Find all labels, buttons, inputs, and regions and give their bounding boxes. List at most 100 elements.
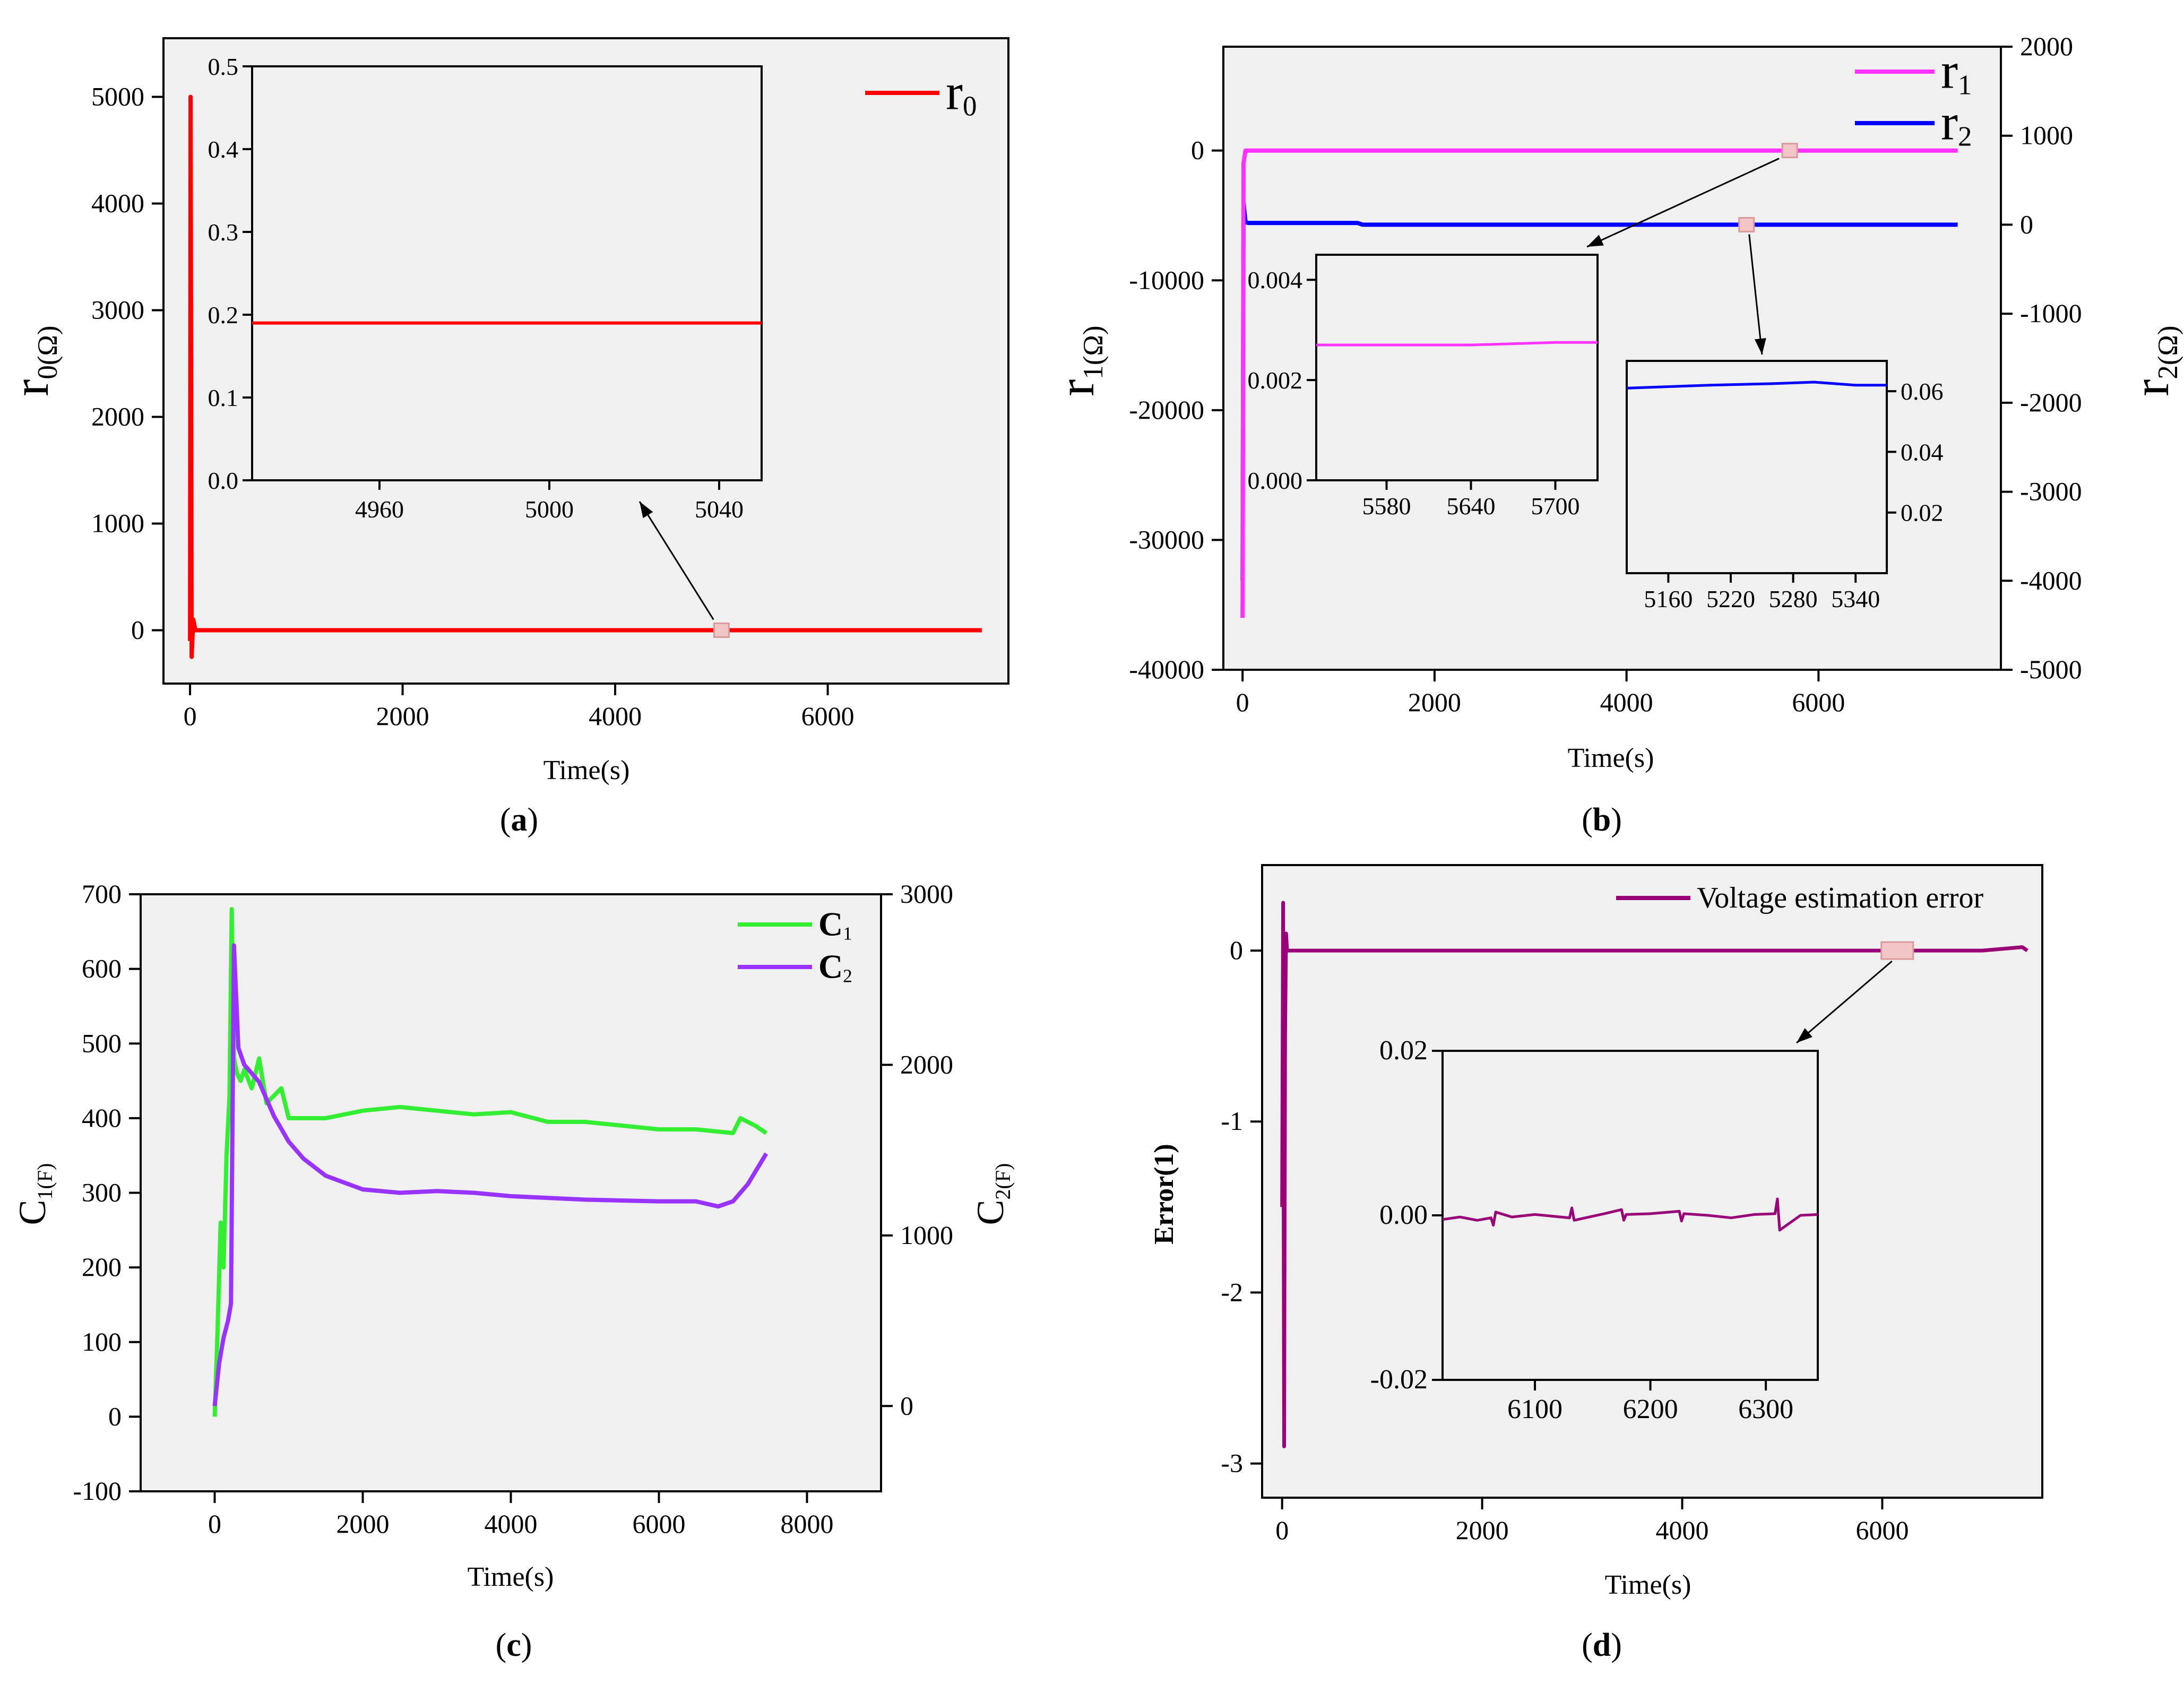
- panel-caption: (b): [1582, 802, 1622, 838]
- x-tick-label: 5580: [1362, 493, 1411, 520]
- y-axis-label: r0(Ω): [2, 325, 63, 396]
- x-tick-label: 6100: [1507, 1394, 1563, 1424]
- y-tick-label: 0.02: [1379, 1035, 1428, 1066]
- inset-line-r1: [1316, 341, 1598, 347]
- inset-line-r2: [1626, 381, 1887, 390]
- y-tick-label: 0.004: [1248, 266, 1303, 293]
- caption-letter: b: [1593, 802, 1611, 838]
- y-tick-label: 0.3: [208, 219, 239, 246]
- y-tick-label: 0.4: [208, 136, 239, 163]
- x-tick-label: 4000: [589, 701, 642, 731]
- y2-tick-label: -2000: [2020, 387, 2082, 417]
- x-tick-label: 2000: [336, 1509, 390, 1539]
- zoom-arrowhead: [1587, 235, 1604, 247]
- legend-label-base: C: [818, 947, 843, 985]
- y2-tick-label: 0: [2020, 209, 2033, 239]
- series-line-error: [1280, 901, 2028, 1448]
- y2-tick-label: -1000: [2020, 298, 2082, 328]
- y-axis-label: r1(Ω): [1048, 325, 1109, 396]
- y-tick-label: -10000: [1129, 265, 1204, 295]
- panel-caption: (c): [496, 1627, 532, 1663]
- y2-tick-label: 0.06: [1901, 378, 1944, 405]
- caption-letter: a: [511, 802, 528, 838]
- y-tick-label: 700: [82, 879, 122, 909]
- legend-label: C2: [818, 947, 852, 986]
- y-tick-label: 0: [108, 1401, 122, 1431]
- x-tick-label: 6300: [1738, 1394, 1793, 1424]
- y-tick-label: 100: [82, 1327, 122, 1357]
- inset-b-r2: [1626, 360, 1888, 574]
- caption-letter: c: [506, 1627, 521, 1663]
- plot-area-c: [140, 893, 882, 1492]
- y2-tick-label: 0.02: [1901, 499, 1944, 526]
- y2-tick-label: 0.04: [1901, 438, 1944, 465]
- caption-paren: ): [528, 802, 539, 838]
- y-tick-label: -40000: [1129, 654, 1204, 684]
- axis-label-base: C: [969, 1199, 1012, 1225]
- x-tick-label: 2000: [1456, 1515, 1509, 1545]
- y2-tick-label: -3000: [2020, 477, 2082, 506]
- caption-paren: (: [500, 802, 511, 838]
- caption-paren: (: [1582, 1627, 1593, 1663]
- x-tick-label: 5220: [1706, 585, 1755, 612]
- legend-label-sub: 2: [843, 965, 852, 986]
- y-tick-label: -2: [1221, 1277, 1243, 1307]
- y-tick-label: 5000: [91, 82, 144, 111]
- y2-tick-label: 1000: [900, 1220, 953, 1250]
- y-tick-label: 0.0: [208, 467, 239, 494]
- y-tick-label: -30000: [1129, 524, 1204, 554]
- y-tick-label: -100: [73, 1476, 122, 1506]
- x-tick-label: 5160: [1644, 585, 1693, 612]
- zoom-arrowhead: [640, 502, 653, 519]
- zoom-arrow: [1796, 960, 1893, 1044]
- x-tick-label: 2000: [1408, 687, 1461, 717]
- x-axis-label: Time(s): [1605, 1570, 1691, 1600]
- legend-label-base: r: [946, 64, 963, 120]
- legend-label: r2: [1941, 94, 1972, 152]
- inset-line-error: [1442, 1197, 1818, 1232]
- zoom-arrow: [1748, 234, 1763, 355]
- x-tick-label: 4000: [485, 1509, 538, 1539]
- x-axis-label: Time(s): [468, 1562, 554, 1592]
- zoom-arrow: [1586, 158, 1780, 248]
- chart-c: 0 2000 4000 6000 8000-1000100200300400500600…: [11, 879, 1015, 1592]
- y-tick-label: -0.02: [1370, 1364, 1428, 1395]
- y-tick-label: 0.00: [1379, 1200, 1428, 1230]
- x-tick-label: 5040: [695, 496, 744, 523]
- legend-label-base: r: [1941, 42, 1958, 99]
- axis-label-base: r: [2, 379, 59, 396]
- series-line-c1: [212, 907, 768, 1417]
- y2-axis-label: r2(Ω): [2122, 325, 2183, 396]
- axis-label-base: C: [11, 1199, 54, 1225]
- axis-label-sub: 1(F): [33, 1163, 57, 1200]
- x-tick-label: 0: [1236, 687, 1249, 717]
- y-tick-label: 0: [1191, 135, 1204, 165]
- x-tick-label: 0: [1275, 1515, 1289, 1545]
- chart-b: 0 2000 4000 6000-40000-30000-20000-100000-5…: [1048, 31, 2183, 773]
- x-tick-label: 0: [184, 701, 197, 731]
- axis-label-sub: 2(F): [991, 1163, 1015, 1200]
- y-tick-label: 0.5: [208, 53, 239, 80]
- panel-caption: (d): [1582, 1627, 1622, 1663]
- x-tick-label: 6000: [1855, 1515, 1909, 1545]
- y-tick-label: -1: [1221, 1106, 1243, 1136]
- legend-label: C1: [818, 905, 852, 944]
- y-tick-label: 500: [82, 1028, 122, 1058]
- x-tick-label: 5640: [1447, 493, 1496, 520]
- y2-tick-label: 3000: [900, 879, 953, 909]
- zoom-marker: [1880, 941, 1914, 960]
- y-tick-label: -20000: [1129, 395, 1204, 425]
- x-tick-label: 6200: [1623, 1394, 1678, 1424]
- series-group-d: [1280, 901, 2028, 1448]
- zoom-arrowhead: [1754, 338, 1766, 355]
- y2-tick-label: 2000: [900, 1049, 953, 1079]
- y-tick-label: 600: [82, 954, 122, 983]
- x-axis-label: Time(s): [1568, 743, 1654, 773]
- axis-label-base: r: [2122, 379, 2179, 396]
- legend-label-base: r: [1941, 94, 1958, 151]
- y2-tick-label: 1000: [2020, 120, 2073, 150]
- inset-b-r1: [1315, 254, 1599, 481]
- x-tick-label: 5340: [1831, 585, 1880, 612]
- legend-label: r1: [1941, 42, 1972, 101]
